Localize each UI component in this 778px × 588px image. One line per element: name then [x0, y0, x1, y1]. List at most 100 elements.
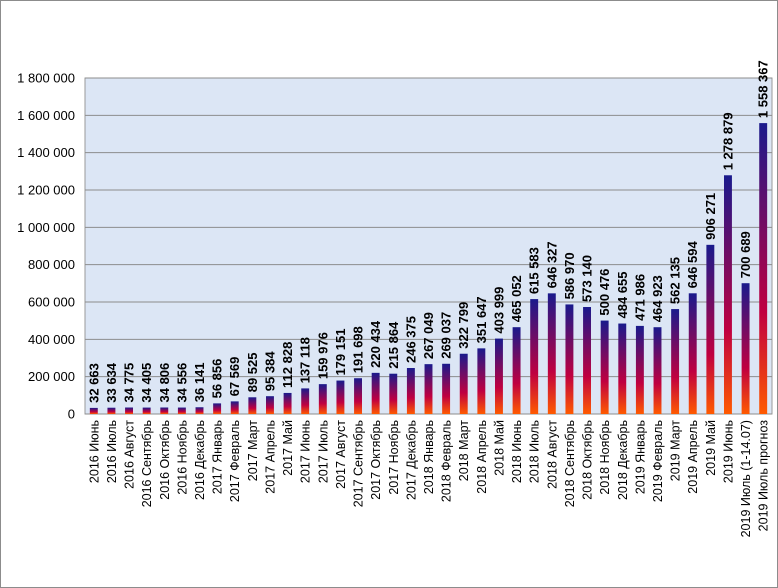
data-label: 465 052	[509, 275, 524, 322]
bar	[301, 388, 310, 414]
x-tick-label: 2017 Февраль	[228, 420, 242, 502]
y-tick-label: 1 400 000	[17, 145, 75, 160]
bar	[759, 123, 768, 414]
x-tick-label: 2017 Сентябрь	[352, 420, 366, 507]
data-label: 89 525	[245, 353, 260, 393]
bar	[406, 368, 415, 414]
x-tick-label: 2019 Июнь	[721, 420, 735, 483]
bar	[177, 407, 186, 414]
x-tick-label: 2016 Октябрь	[158, 420, 172, 500]
y-axis: 0 200 000 400 000 600 000 800 000 1 000 000 1 …	[17, 71, 75, 422]
bar	[354, 378, 363, 414]
bar	[741, 283, 750, 414]
bars	[89, 123, 768, 414]
bar	[653, 327, 662, 414]
bar	[424, 364, 433, 414]
data-label: 1 278 879	[720, 112, 735, 170]
data-label: 112 828	[280, 342, 295, 388]
x-tick-label: 2016 Сентябрь	[140, 420, 154, 507]
data-label: 246 375	[403, 316, 418, 363]
data-label: 215 864	[386, 321, 401, 369]
bar	[494, 338, 503, 414]
data-label: 95 384	[262, 351, 277, 392]
x-tick-label: 2017 Ноябрь	[387, 420, 401, 495]
x-tick-label: 2018 Май	[492, 420, 506, 476]
bar	[107, 407, 116, 414]
data-label: 1 558 367	[756, 60, 771, 118]
y-tick-label: 800 000	[28, 257, 75, 272]
data-label: 67 569	[227, 357, 242, 397]
data-label: 33 634	[104, 362, 119, 403]
x-tick-label: 2019 Февраль	[651, 420, 665, 502]
x-tick-label: 2019 Июль (1-14.07)	[739, 420, 753, 537]
data-label: 351 647	[474, 296, 489, 343]
value-labels: 32 663 33 634 34 775 34 405 34 806 34 556 36 1…	[86, 60, 770, 403]
x-tick-label: 2017 Октябрь	[369, 420, 383, 500]
bar	[195, 407, 204, 414]
data-label: 179 151	[333, 329, 348, 376]
bar	[671, 309, 680, 414]
data-label: 700 689	[738, 231, 753, 278]
bar	[283, 392, 292, 414]
y-tick-label: 600 000	[28, 295, 75, 310]
bar	[318, 384, 327, 414]
x-tick-label: 2017 Апрель	[263, 420, 277, 494]
x-tick-label: 2016 Июнь	[87, 420, 101, 483]
x-tick-label: 2017 Май	[281, 420, 295, 476]
data-label: 484 655	[615, 272, 630, 319]
x-tick-label: 2019 Апрель	[686, 420, 700, 494]
bar	[442, 363, 451, 414]
data-label: 34 775	[122, 363, 137, 403]
data-label: 137 118	[298, 337, 313, 383]
data-label: 56 856	[210, 359, 225, 399]
y-tick-label: 400 000	[28, 332, 75, 347]
x-tick-label: 2016 Июль	[105, 420, 119, 483]
x-tick-label: 2017 Август	[334, 420, 348, 489]
x-tick-label: 2017 Январь	[211, 420, 225, 494]
bar	[213, 403, 222, 414]
x-tick-label: 2018 Ноябрь	[598, 420, 612, 495]
x-tick-label: 2018 Июнь	[510, 420, 524, 483]
bar	[265, 396, 274, 414]
bar	[89, 407, 98, 414]
bar	[530, 299, 539, 414]
data-label: 573 140	[580, 255, 595, 302]
data-label: 34 806	[157, 363, 172, 403]
data-label: 159 976	[315, 332, 330, 379]
y-tick-label: 0	[68, 407, 75, 422]
bar	[160, 407, 169, 414]
data-label: 403 999	[491, 287, 506, 334]
bar	[389, 373, 398, 414]
x-tick-label: 2018 Март	[457, 420, 471, 481]
bar	[459, 353, 468, 414]
x-tick-label: 2019 Май	[704, 420, 718, 476]
x-tick-label: 2017 Март	[246, 420, 260, 481]
x-tick-label: 2017 Декабрь	[404, 420, 418, 500]
x-tick-label: 2016 Декабрь	[193, 420, 207, 500]
bar	[371, 372, 380, 414]
data-label: 34 405	[139, 363, 154, 403]
x-tick-label: 2019 Январь	[633, 420, 647, 494]
data-label: 34 556	[174, 363, 189, 403]
data-label: 36 141	[192, 362, 207, 402]
bar	[618, 323, 627, 414]
bar	[248, 397, 257, 414]
bar	[583, 307, 592, 414]
x-tick-label: 2017 Июнь	[299, 420, 313, 483]
bar	[125, 407, 134, 414]
x-tick-label: 2016 Ноябрь	[175, 420, 189, 495]
data-label: 267 049	[421, 312, 436, 359]
data-label: 464 923	[650, 275, 665, 322]
data-label: 32 663	[86, 363, 101, 403]
x-tick-label: 2018 Февраль	[440, 420, 454, 502]
y-tick-label: 1 000 000	[17, 220, 75, 235]
data-label: 646 594	[685, 241, 700, 289]
bar	[600, 320, 609, 414]
bar	[565, 304, 574, 414]
data-label: 646 327	[544, 241, 559, 288]
y-tick-label: 1 800 000	[17, 71, 75, 86]
bar	[142, 407, 151, 414]
bar	[635, 325, 644, 414]
x-tick-label: 2018 Апрель	[475, 420, 489, 494]
